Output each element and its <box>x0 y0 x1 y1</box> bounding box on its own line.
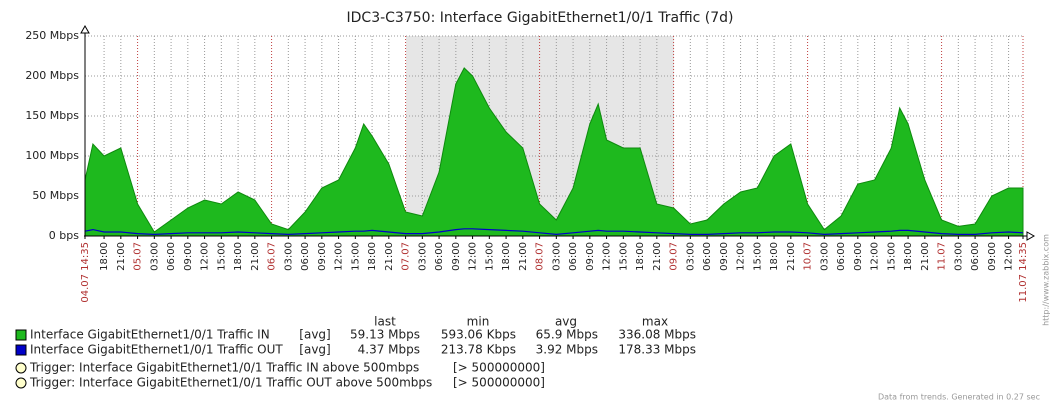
legend-func: [avg] <box>299 328 330 342</box>
x-tick-label: 15:00 <box>216 242 227 271</box>
x-tick-label: 03:00 <box>283 242 294 271</box>
x-tick-label: 06:00 <box>836 242 847 271</box>
x-tick-label: 18:00 <box>501 242 512 271</box>
trigger-threshold: [> 500000000] <box>453 361 545 375</box>
trigger-icon <box>15 362 27 374</box>
x-tick-label: 03:00 <box>953 242 964 271</box>
x-tick-label: 03:00 <box>685 242 696 271</box>
legend-func: [avg] <box>299 343 330 357</box>
legend-header: max <box>642 315 668 329</box>
y-tick-label: 250 Mbps <box>25 29 79 42</box>
x-tick-label: 09:00 <box>183 242 194 271</box>
trigger-label: Trigger: Interface GigabitEthernet1/0/1 … <box>29 376 432 390</box>
x-tick-label: 15:00 <box>886 242 897 271</box>
x-tick-label: 06:00 <box>434 242 445 271</box>
grid <box>84 35 1024 237</box>
x-tick-label: 12:00 <box>736 242 747 271</box>
x-tick-label: 18:00 <box>903 242 914 271</box>
x-tick-label: 21:00 <box>250 242 261 271</box>
trigger-icon <box>15 377 27 389</box>
footer: Data from trends. Generated in 0.27 sec <box>878 393 1040 402</box>
x-tick-label: 11.07 14:35 <box>1018 242 1029 303</box>
x-tick-label: 06:00 <box>702 242 713 271</box>
x-tick-label: 06:00 <box>568 242 579 271</box>
x-tick-label: 15:00 <box>484 242 495 271</box>
x-tick-label: 11.07 <box>937 242 948 271</box>
line <box>84 228 1024 236</box>
x-tick-label: 18:00 <box>635 242 646 271</box>
marks <box>84 67 1024 237</box>
x-tick-label: 09:00 <box>987 242 998 271</box>
legend-value: 593.06 Kbps <box>441 328 516 342</box>
chart-title: IDC3-C3750: Interface GigabitEthernet1/0… <box>347 10 734 26</box>
x-tick-label: 12:00 <box>602 242 613 271</box>
x-tick-label: 06.07 <box>267 242 278 271</box>
legend-header: last <box>374 315 396 329</box>
x-tick-label: 04.07 14:35 <box>80 242 91 303</box>
trigger-threshold: [> 500000000] <box>453 376 545 390</box>
y-axis-arrow <box>80 24 90 34</box>
x-tick-label: 06:00 <box>300 242 311 271</box>
x-tick-label: 21:00 <box>116 242 127 271</box>
x-tick-label: 15:00 <box>350 242 361 271</box>
legend-label: Interface GigabitEthernet1/0/1 Traffic O… <box>30 343 283 357</box>
legend-value: 178.33 Mbps <box>618 343 696 357</box>
x-tick-label: 21:00 <box>652 242 663 271</box>
y-tick-label: 0 bps <box>49 229 79 242</box>
x-tick-label: 09:00 <box>853 242 864 271</box>
x-tick-label: 21:00 <box>920 242 931 271</box>
x-axis-arrow <box>1026 231 1036 241</box>
x-tick-label: 12:00 <box>468 242 479 271</box>
x-tick-label: 03:00 <box>551 242 562 271</box>
x-tick-label: 18:00 <box>99 242 110 271</box>
x-tick-label: 07.07 <box>401 242 412 271</box>
x-tick-label: 10.07 <box>803 242 814 271</box>
y-tick-label: 200 Mbps <box>25 69 79 82</box>
legend-value: 336.08 Mbps <box>618 328 696 342</box>
legend-header: avg <box>555 315 577 329</box>
area <box>84 67 1024 237</box>
legend-value: 59.13 Mbps <box>350 328 420 342</box>
x-tick-label: 06:00 <box>970 242 981 271</box>
x-tick-label: 06:00 <box>166 242 177 271</box>
legend-value: 213.78 Kbps <box>441 343 516 357</box>
x-tick-label: 18:00 <box>233 242 244 271</box>
trigger-label: Trigger: Interface GigabitEthernet1/0/1 … <box>29 361 419 375</box>
legend: last min avg max Interface GigabitEthernet1/… <box>15 315 696 390</box>
y-tick-label: 50 Mbps <box>32 189 79 202</box>
x-tick-label: 15:00 <box>752 242 763 271</box>
x-tick-label: 03:00 <box>417 242 428 271</box>
legend-swatch <box>15 344 27 356</box>
y-tick-label: 150 Mbps <box>25 109 79 122</box>
x-tick-label: 03:00 <box>819 242 830 271</box>
x-tick-label: 12:00 <box>334 242 345 271</box>
axes: 0 bps 50 Mbps 100 Mbps 150 Mbps 200 Mbps 250 … <box>25 24 1036 303</box>
x-tick-label: 15:00 <box>618 242 629 271</box>
x-tick-label: 09:00 <box>317 242 328 271</box>
x-tick-label: 09:00 <box>585 242 596 271</box>
legend-header: min <box>467 315 490 329</box>
watermark: http://www.zabbix.com <box>1042 234 1051 326</box>
x-tick-label: 05.07 <box>133 242 144 271</box>
x-tick-label: 12:00 <box>870 242 881 271</box>
x-tick-label: 18:00 <box>367 242 378 271</box>
legend-value: 3.92 Mbps <box>536 343 598 357</box>
x-tick-label: 12:00 <box>200 242 211 271</box>
legend-swatch <box>15 329 27 341</box>
x-tick-label: 21:00 <box>786 242 797 271</box>
x-tick-label: 09.07 <box>669 242 680 271</box>
x-tick-label: 08.07 <box>535 242 546 271</box>
x-tick-label: 18:00 <box>769 242 780 271</box>
x-tick-label: 21:00 <box>384 242 395 271</box>
x-tick-label: 09:00 <box>451 242 462 271</box>
x-tick-label: 21:00 <box>518 242 529 271</box>
x-tick-label: 03:00 <box>149 242 160 271</box>
y-tick-label: 100 Mbps <box>25 149 79 162</box>
legend-value: 65.9 Mbps <box>536 328 598 342</box>
x-tick-label: 09:00 <box>719 242 730 271</box>
legend-value: 4.37 Mbps <box>358 343 420 357</box>
x-tick-label: 12:00 <box>1004 242 1015 271</box>
legend-label: Interface GigabitEthernet1/0/1 Traffic I… <box>30 328 270 342</box>
